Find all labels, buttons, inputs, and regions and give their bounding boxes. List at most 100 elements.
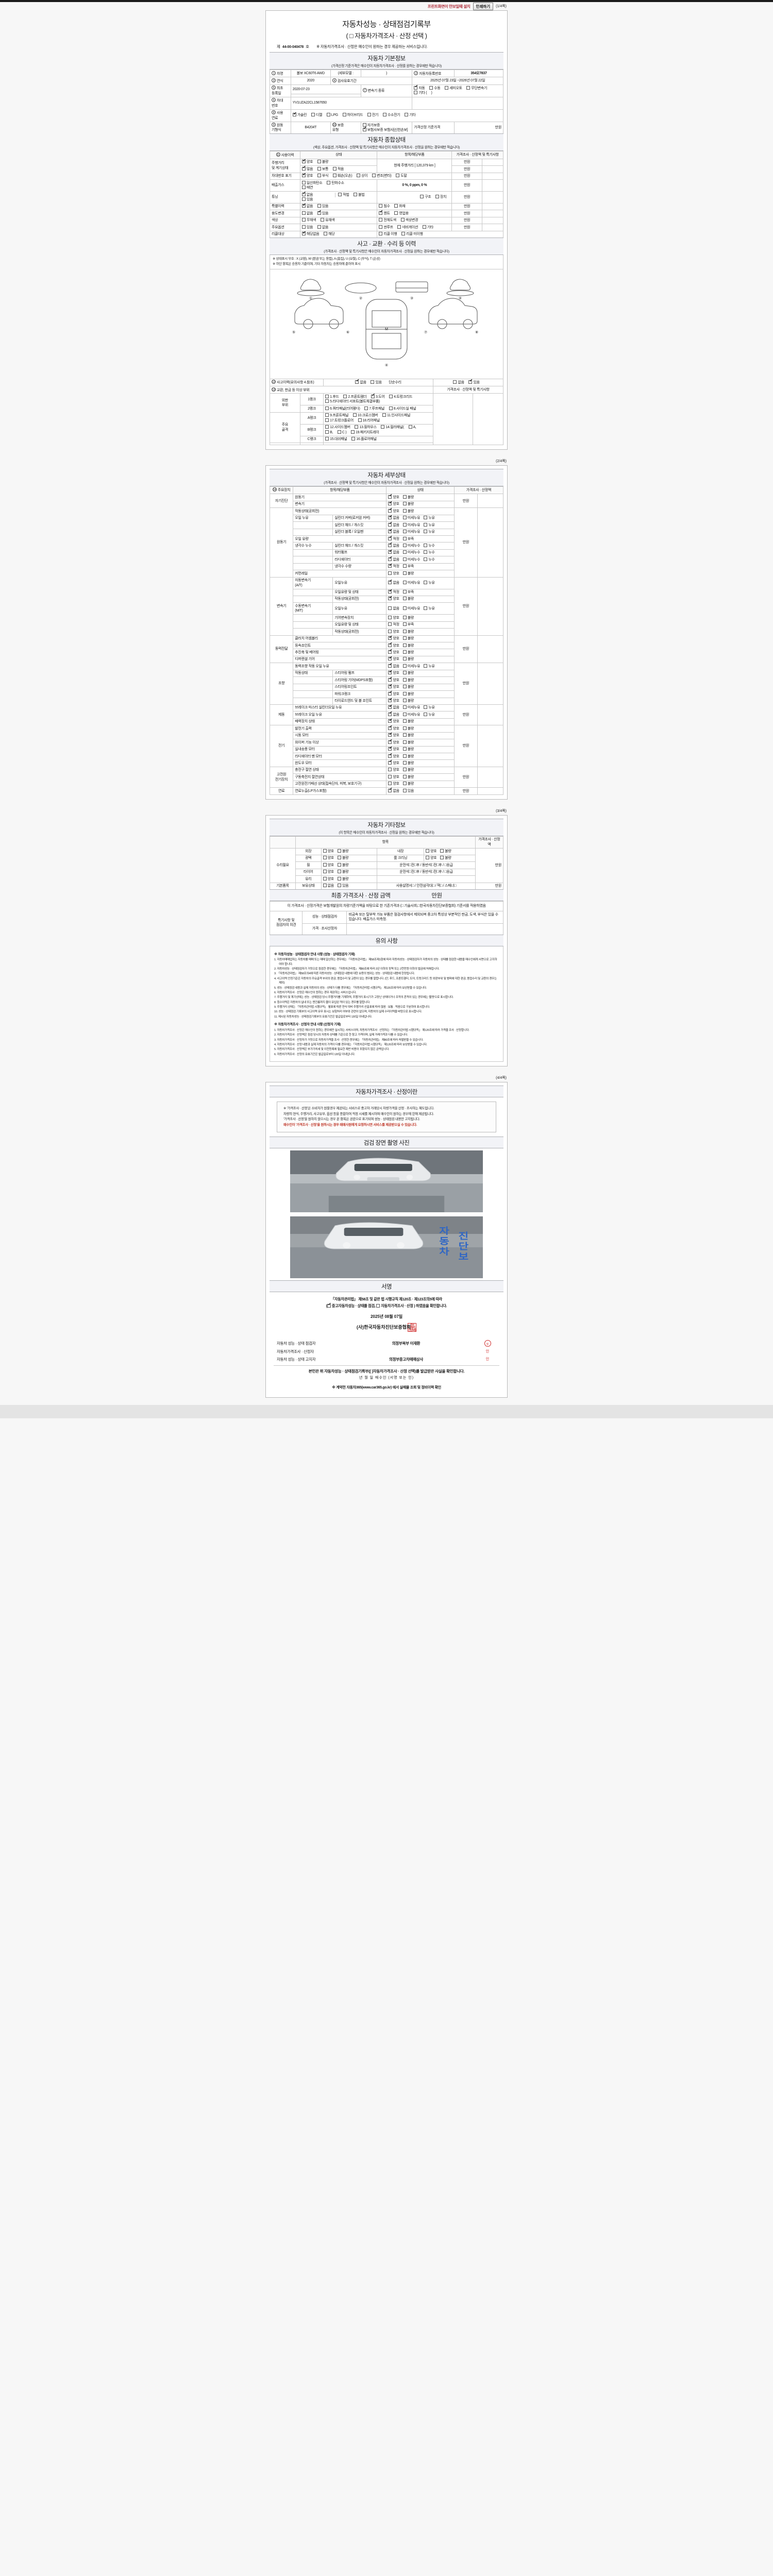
checkbox-icon[interactable] bbox=[301, 185, 306, 190]
checkbox-icon[interactable] bbox=[379, 225, 383, 229]
checkbox-icon[interactable] bbox=[388, 635, 392, 640]
opt-0[interactable]: 없음 bbox=[323, 884, 334, 888]
opt-1[interactable]: 불량 bbox=[402, 733, 414, 738]
opt-1[interactable]: 불량 bbox=[402, 671, 414, 675]
opt-use-none[interactable]: 없음 bbox=[301, 211, 313, 216]
checkbox-icon[interactable] bbox=[323, 876, 327, 880]
checkbox-icon[interactable] bbox=[325, 418, 329, 422]
checkbox-icon[interactable] bbox=[388, 725, 392, 730]
opt-1[interactable]: 미세누수 bbox=[402, 543, 421, 548]
checkbox-icon[interactable] bbox=[301, 203, 306, 208]
checkbox-icon[interactable] bbox=[402, 502, 407, 506]
print-button[interactable]: 인쇄하기 bbox=[473, 2, 494, 10]
opt-tuning-device[interactable]: 장치 bbox=[435, 195, 447, 199]
checkbox-icon[interactable] bbox=[355, 379, 359, 384]
opt-0[interactable]: 적정 bbox=[388, 589, 399, 595]
opt-0[interactable]: 양호 bbox=[388, 494, 399, 500]
opt-0[interactable]: 없음 bbox=[388, 515, 399, 520]
checkbox-icon[interactable] bbox=[402, 733, 407, 737]
checkbox-icon[interactable] bbox=[420, 195, 424, 199]
cell-recall-state[interactable]: 해당없음 해당 bbox=[299, 230, 378, 239]
opt-0[interactable]: 없음 bbox=[388, 549, 399, 555]
checkbox-icon[interactable] bbox=[408, 425, 412, 429]
opt-0[interactable]: 양호 bbox=[425, 856, 437, 860]
checkbox-icon[interactable] bbox=[402, 590, 407, 594]
checkbox-icon[interactable] bbox=[388, 589, 392, 594]
opt-quarter-panel[interactable]: 6.쿼터패널(리어휀다) bbox=[325, 406, 360, 411]
opt-accident-none[interactable]: 없음 bbox=[355, 379, 366, 385]
opt-lpg[interactable]: LPG bbox=[326, 113, 338, 117]
cell-warranty-options[interactable]: 자가보증 보험사보증 보험사[신한손보] bbox=[360, 121, 413, 134]
cell-rankC-items[interactable]: 15.대쉬패널 16.플로어패널 bbox=[323, 435, 434, 443]
opt-vin-altered[interactable]: 변조(변타) bbox=[372, 174, 392, 178]
opt-fuel-other[interactable]: 기타 bbox=[405, 113, 416, 117]
checkbox-icon[interactable] bbox=[402, 788, 407, 792]
checkbox-icon[interactable] bbox=[388, 759, 392, 765]
cell-tuning-state[interactable]: 없음 있음 적법 불법 bbox=[299, 191, 378, 204]
checkbox-icon[interactable] bbox=[435, 195, 440, 199]
opt-1[interactable]: 부족 bbox=[402, 536, 414, 541]
opt-0[interactable]: 없음 bbox=[388, 542, 399, 548]
opt-recall-notdone[interactable]: 리콜 미이행 bbox=[401, 232, 423, 236]
opt-1[interactable]: 불량 bbox=[337, 856, 349, 860]
opt-0[interactable]: 없음 bbox=[388, 529, 399, 534]
opt-1[interactable]: 불량 bbox=[402, 629, 414, 634]
opt-accident-yes[interactable]: 있음 bbox=[371, 380, 382, 385]
checkbox-icon[interactable] bbox=[402, 664, 407, 668]
checkbox-icon[interactable] bbox=[388, 556, 392, 561]
cell-other-o2[interactable]: 양호 불량 bbox=[423, 848, 476, 855]
opt-hc[interactable]: 탄화수소 bbox=[327, 180, 344, 185]
checkbox-icon[interactable] bbox=[402, 557, 407, 561]
checkbox-icon[interactable] bbox=[325, 394, 329, 398]
checkbox-icon[interactable] bbox=[317, 204, 321, 208]
opt-front-fender[interactable]: 2.프론트휀더 bbox=[343, 394, 367, 399]
checkbox-icon[interactable] bbox=[402, 760, 407, 765]
checkbox-icon[interactable] bbox=[371, 393, 375, 398]
checkbox-icon[interactable] bbox=[317, 225, 321, 229]
checkbox-icon[interactable] bbox=[402, 516, 407, 520]
checkbox-icon[interactable] bbox=[388, 782, 392, 786]
opt-1[interactable]: 불량 bbox=[402, 691, 414, 697]
opt-option-other[interactable]: 기타 bbox=[422, 225, 433, 230]
checkbox-icon[interactable] bbox=[355, 425, 359, 429]
checkbox-icon[interactable] bbox=[401, 232, 406, 236]
opt-1[interactable]: 불량 bbox=[337, 876, 349, 882]
checkbox-icon[interactable] bbox=[414, 84, 418, 90]
checkbox-icon[interactable] bbox=[402, 580, 407, 584]
cell-tuning-item[interactable]: 구조 장치 bbox=[377, 191, 452, 204]
opt-normal[interactable]: 보통 bbox=[317, 166, 328, 172]
opt-0[interactable]: 없음 bbox=[388, 663, 399, 669]
opt-1[interactable]: 미세누유 bbox=[402, 522, 421, 528]
cell-special-item[interactable]: 침수 화재 bbox=[377, 202, 452, 211]
opt-pillar-b[interactable]: B, bbox=[325, 430, 333, 435]
opt-commercial[interactable]: 영업용 bbox=[394, 211, 409, 216]
checkbox-icon[interactable] bbox=[388, 535, 392, 540]
opt-1[interactable]: 불량 bbox=[337, 862, 349, 868]
opt-0[interactable]: 양호 bbox=[388, 718, 399, 724]
opt-smoke[interactable]: 매연 bbox=[301, 185, 313, 190]
opt-2[interactable]: 누유 bbox=[424, 664, 435, 669]
opt-good[interactable]: 양호 bbox=[301, 159, 313, 164]
checkbox-icon[interactable] bbox=[323, 884, 327, 888]
opt-0[interactable]: 양호 bbox=[388, 507, 399, 514]
cell-color-state[interactable]: 무채색 유채색 bbox=[299, 216, 378, 225]
cell-accident-history-options[interactable]: 없음 있음 단순수리 bbox=[323, 378, 434, 387]
checkbox-icon[interactable] bbox=[325, 430, 329, 434]
checkbox-icon[interactable] bbox=[317, 160, 321, 164]
cell-simple-repair-options[interactable]: 없음 있음 bbox=[433, 378, 503, 387]
opt-vin-corrosion[interactable]: 부식 bbox=[317, 174, 328, 178]
opt-1[interactable]: 미세누유 bbox=[402, 516, 421, 520]
opt-0[interactable]: 적정 bbox=[388, 535, 399, 541]
checkbox-icon[interactable] bbox=[388, 698, 392, 702]
checkbox-icon[interactable] bbox=[388, 753, 392, 758]
checkbox-icon[interactable] bbox=[317, 166, 321, 171]
